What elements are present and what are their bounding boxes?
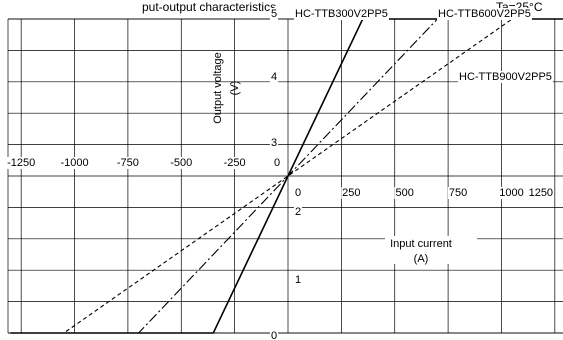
series-label: HC-TTB300V2PP5 — [295, 8, 388, 20]
y-tick-label: 0 — [271, 330, 277, 340]
x-tick-label: -1250 — [7, 157, 35, 169]
y-tick-label: 3 — [271, 137, 277, 149]
x-tick-label: 750 — [449, 187, 467, 199]
x-axis-unit: (A) — [414, 253, 429, 265]
y-tick-label: 1 — [295, 274, 301, 286]
grid-lines — [7, 18, 563, 334]
y-axis-label: Output voltage — [212, 52, 224, 124]
series-label: HC-TTB900V2PP5 — [459, 71, 552, 83]
chart-title-fragment: put-output characteristics — [142, 0, 276, 14]
x-tick-label: 0 — [274, 157, 280, 169]
y-axis-unit: (V) — [229, 81, 241, 96]
x-axis-label: Input current — [390, 238, 452, 250]
x-tick-label: -1000 — [60, 157, 88, 169]
tick-labels: -1250 -1000 -750 -500 -250 00 250 500 750 1000 125… — [6, 8, 555, 340]
x-tick-label: 250 — [342, 187, 360, 199]
series-label: HC-TTB600V2PP5 — [438, 8, 531, 20]
x-tick-label: -250 — [224, 157, 246, 169]
x-tick-label: 1000 — [499, 187, 523, 199]
x-axis-label-bg — [385, 236, 477, 264]
x-tick-label: 500 — [396, 187, 414, 199]
x-tick-label: 1250 — [529, 187, 553, 199]
x-tick-label: -500 — [170, 157, 192, 169]
x-tick-label: 0 — [295, 187, 301, 199]
y-tick-label: 4 — [271, 71, 277, 83]
y-tick-label: 2 — [295, 206, 301, 218]
y-tick-label: 5 — [271, 8, 277, 20]
x-tick-label: -750 — [117, 157, 139, 169]
series-labels: HC-TTB300V2PP5 HC-TTB600V2PP5 HC-TTB900V2P… — [294, 8, 553, 83]
